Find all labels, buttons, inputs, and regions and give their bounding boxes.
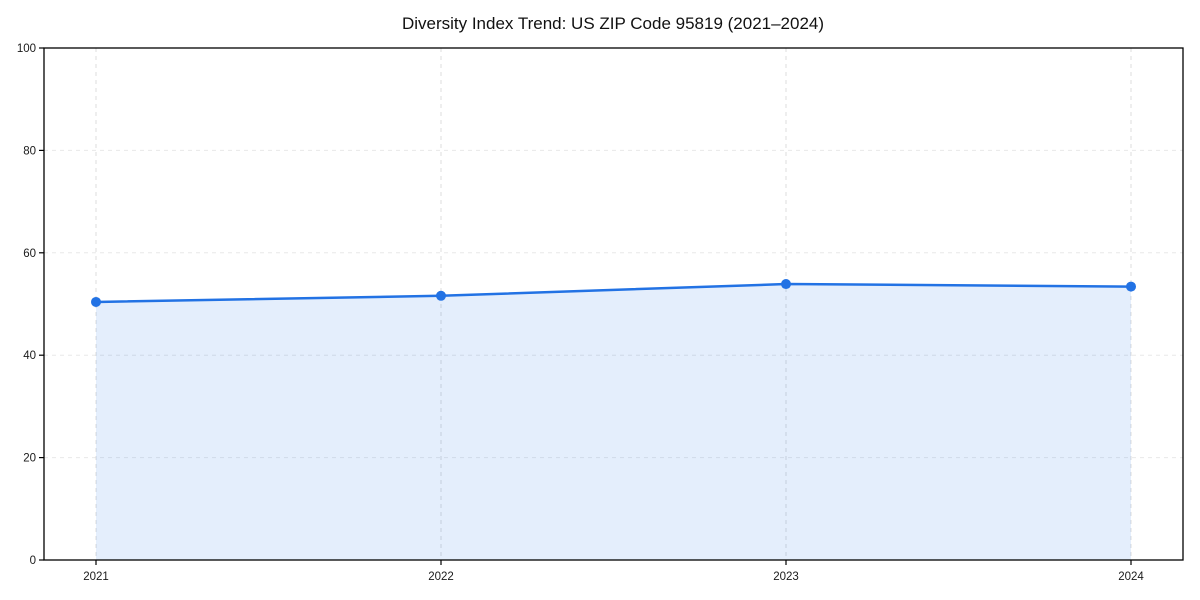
chart-title: Diversity Index Trend: US ZIP Code 95819… [402,14,824,33]
y-tick-label: 80 [23,145,36,157]
x-tick-label: 2023 [773,571,799,583]
y-tick-label: 100 [17,43,36,55]
data-point-marker [436,290,446,301]
x-tick-label: 2021 [83,571,109,583]
y-tick-label: 20 [23,453,36,465]
x-tick-label: 2024 [1118,571,1144,583]
area-fill [96,284,1131,560]
y-tick-label: 40 [23,350,36,362]
data-point-marker [1126,281,1136,292]
data-point-marker [91,296,101,307]
data-point-marker [781,279,791,290]
series-line [94,282,1133,304]
x-tick-label: 2022 [428,571,454,583]
y-tick-label: 60 [23,248,36,260]
y-tick-label: 0 [30,555,36,567]
plot-border [43,47,1184,561]
